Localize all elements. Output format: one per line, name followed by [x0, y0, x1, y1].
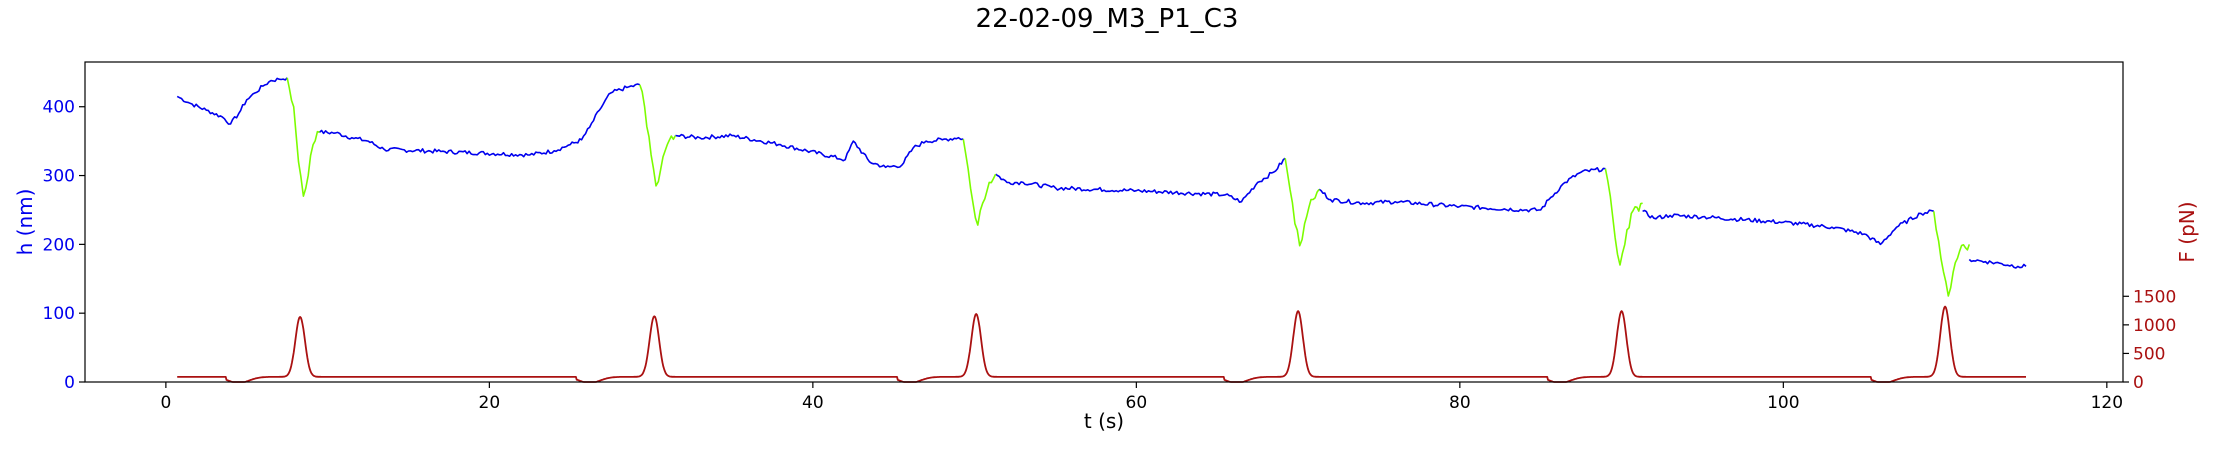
y-right-tick-label: 1000	[2133, 316, 2176, 336]
y-axis-right-label: F (pN)	[2175, 201, 2199, 262]
y-right-tick-label: 0	[2133, 373, 2144, 393]
y-axis-right: 0 500 1000 1500	[2123, 287, 2176, 393]
height-trace-segment	[176, 77, 288, 125]
height-trace-segment	[995, 157, 1286, 203]
height-trace-segment	[675, 133, 964, 169]
x-tick-label: 0	[160, 393, 171, 413]
y-left-tick-label: 100	[43, 304, 75, 324]
force-trace	[177, 305, 2026, 383]
y-left-tick-label: 300	[43, 167, 75, 187]
height-pulse-trace-segment	[1284, 158, 1320, 247]
height-trace-segment	[1318, 167, 1606, 213]
x-tick-label: 100	[1767, 393, 1799, 413]
x-tick-label: 60	[1126, 393, 1148, 413]
height-pulse-trace-segment	[962, 138, 997, 226]
x-tick-label: 80	[1449, 393, 1471, 413]
x-tick-label: 120	[2091, 393, 2123, 413]
y-axis-left-label: h (nm)	[13, 189, 37, 256]
height-trace-segment	[1642, 209, 1935, 246]
height-pulse-trace-segment	[286, 77, 320, 197]
height-pulse-trace-segment	[639, 84, 677, 187]
x-tick-label: 20	[479, 393, 501, 413]
height-pulse-trace-segment	[1933, 211, 1971, 297]
height-trace-segment	[1968, 258, 2027, 269]
y-left-tick-label: 0	[64, 373, 75, 393]
y-right-tick-label: 1500	[2133, 287, 2176, 307]
x-axis: 0 20 40 60 80 100 120	[160, 382, 2123, 413]
y-left-tick-label: 400	[43, 98, 75, 118]
height-trace-segment	[318, 83, 641, 158]
plot-area	[176, 77, 2027, 383]
chart-title: 22-02-09_M3_P1_C3	[976, 4, 1239, 34]
x-tick-label: 40	[802, 393, 824, 413]
y-axis-left: 0 100 200 300 400	[43, 98, 85, 393]
plot-frame	[84, 61, 2124, 383]
height-pulse-trace-segment	[1604, 168, 1643, 266]
x-axis-label: t (s)	[1084, 409, 1124, 433]
y-left-tick-label: 200	[43, 235, 75, 255]
y-right-tick-label: 500	[2133, 344, 2165, 364]
